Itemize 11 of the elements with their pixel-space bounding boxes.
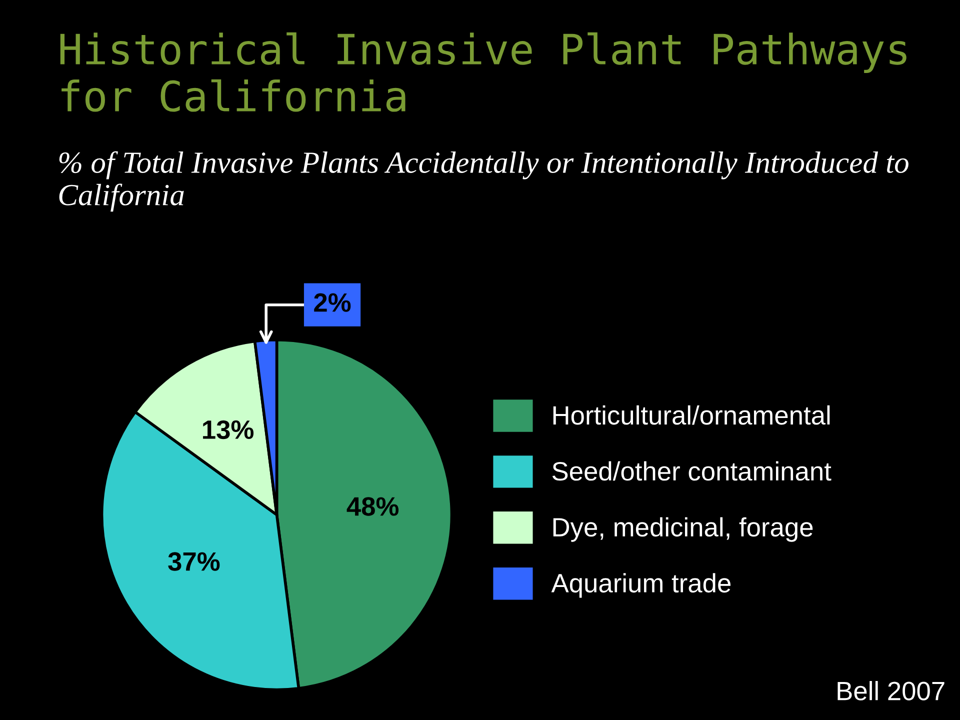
text: Bell 2007 [838, 681, 944, 700]
data-label: 48% [346, 497, 399, 516]
chart-subtitle: % of Total Invasive Plants Accidentally or Intentionally Introduced to California [59, 151, 908, 212]
legend-label: Aquarium trade [551, 573, 730, 598]
legend-label: Dye, medicinal, forage [553, 517, 813, 542]
legend-label: Horticultural/ornamental [553, 405, 830, 425]
data-label: 37% [168, 552, 220, 571]
chart-title: Historical Invasive Plant Pathways for California [60, 32, 906, 112]
legend-label: Seed/other contaminant [552, 461, 832, 481]
data-label: 13% [203, 420, 254, 440]
data-label: 2% [314, 293, 351, 312]
